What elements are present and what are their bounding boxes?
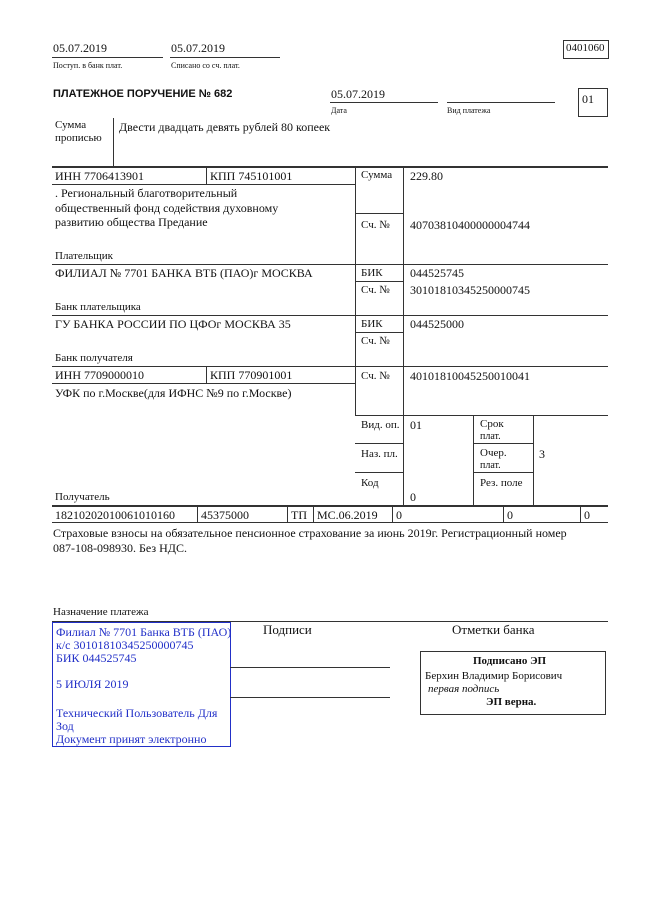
stamp-line: Зод [56, 719, 74, 733]
payee-bank-account-label: Сч. № [361, 335, 390, 347]
date-label: Дата [331, 106, 347, 115]
ocher: 3 [539, 447, 545, 461]
kod-label: Код [361, 477, 379, 489]
payee-bank-label: Банк получателя [55, 352, 133, 364]
received-label: Поступ. в банк плат. [53, 61, 123, 70]
tax-period: МС.06.2019 [317, 508, 378, 522]
payer-name-3: развитию общества Предание [55, 215, 208, 229]
order-date: 05.07.2019 [331, 87, 385, 101]
form-code: 0401060 [566, 42, 605, 54]
payment-type: 0 [584, 508, 590, 522]
payee-bank-bik-label: БИК [361, 318, 383, 330]
bank-stamp [52, 622, 231, 747]
debited-date: 05.07.2019 [171, 41, 225, 55]
vid-op-label: Вид. оп. [361, 419, 400, 431]
stamp-line: Документ принят электронно [56, 732, 207, 746]
purpose-text: Страховые взносы на обязательное пенсион… [53, 526, 567, 540]
page-title: ПЛАТЕЖНОЕ ПОРУЧЕНИЕ № 682 [53, 88, 233, 100]
kod: 0 [410, 490, 416, 504]
amount-words-label-2: прописью [55, 132, 102, 144]
payer-bank-name: ФИЛИАЛ № 7701 БАНКА ВТБ (ПАО)г МОСКВА [55, 266, 313, 280]
payee-name: УФК по г.Москве(для ИФНС №9 по г.Москве) [55, 386, 292, 400]
ocher-label-2: плат. [480, 460, 501, 471]
purpose-text-2: 087-108-098930. Без НДС. [53, 541, 187, 555]
payee-kpp: КПП 770901001 [210, 368, 293, 382]
doc-number: 0 [396, 508, 402, 522]
payee-bank-bik: 044525000 [410, 317, 464, 331]
payer-kpp: КПП 745101001 [210, 169, 293, 183]
rez-label: Рез. поле [480, 477, 523, 489]
signatures-label: Подписи [263, 622, 312, 637]
payer-name: . Региональный благотворительный [55, 186, 238, 200]
esign-box [420, 651, 606, 715]
basis: ТП [291, 508, 307, 522]
naz-label: Наз. пл. [361, 448, 398, 460]
purpose-label: Назначение платежа [53, 606, 149, 618]
esign-role: первая подпись [428, 683, 500, 695]
esign-name: Берхин Владимир Борисович [425, 670, 563, 682]
payee-account: 40101810045250010041 [410, 369, 530, 383]
payer-bank-bik: 044525745 [410, 266, 464, 280]
payer-bank-label: Банк плательщика [55, 301, 141, 313]
debited-label: Списано со сч. плат. [171, 61, 240, 70]
kbk: 18210202010061010160 [55, 508, 175, 522]
vid-op: 01 [410, 418, 422, 432]
payer-label: Плательщик [55, 250, 113, 262]
status-code: 01 [582, 92, 594, 106]
amount-label: Сумма [361, 169, 393, 181]
stamp-line: Технический Пользователь Для [56, 706, 218, 720]
payer-inn: ИНН 7706413901 [55, 169, 144, 183]
payer-bank-account-label: Сч. № [361, 284, 390, 296]
stamp-line: Филиал № 7701 Банка ВТБ (ПАО) [56, 625, 232, 639]
stamp-line: 5 ИЮЛЯ 2019 [56, 677, 129, 691]
esign-title: Подписано ЭП [473, 655, 547, 667]
esign-status: ЭП верна. [486, 696, 537, 708]
payer-name-2: общественный фонд содействия духовному [55, 201, 279, 215]
payer-bank-bik-label: БИК [361, 267, 383, 279]
oktmo: 45375000 [201, 508, 249, 522]
payee-label: Получатель [55, 491, 110, 503]
srok-label: Срок [480, 418, 504, 430]
ocher-label: Очер. [480, 447, 507, 459]
stamp-line: к/с 30101810345250000745 [56, 638, 194, 652]
srok-label-2: плат. [480, 431, 501, 442]
doc-date: 0 [507, 508, 513, 522]
payee-inn: ИНН 7709000010 [55, 368, 144, 382]
payer-account-label: Сч. № [361, 219, 390, 231]
payer-account: 40703810400000004744 [410, 218, 530, 232]
payer-bank-account: 30101810345250000745 [410, 283, 530, 297]
stamp-line: БИК 044525745 [56, 651, 137, 665]
payee-account-label: Сч. № [361, 370, 390, 382]
amount-words: Двести двадцать девять рублей 80 копеек [119, 120, 331, 134]
bank-marks-label: Отметки банка [452, 622, 535, 637]
amount-words-label: Сумма [55, 119, 87, 131]
received-date: 05.07.2019 [53, 41, 107, 55]
amount-value: 229.80 [410, 169, 443, 183]
payee-bank-name: ГУ БАНКА РОССИИ ПО ЦФОг МОСКВА 35 [55, 317, 291, 331]
payment-type-label: Вид платежа [447, 106, 491, 115]
